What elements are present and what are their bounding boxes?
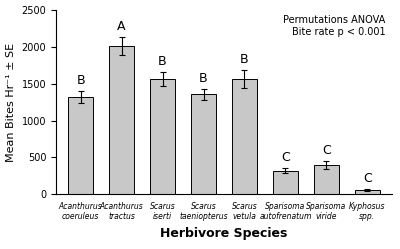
Bar: [355, 190, 380, 194]
Y-axis label: Mean Bites Hr⁻¹ ± SE: Mean Bites Hr⁻¹ ± SE: [6, 43, 16, 162]
Text: B: B: [76, 74, 85, 87]
Bar: [109, 46, 134, 194]
Text: B: B: [199, 72, 208, 85]
Text: Permutations ANOVA
Bite rate p < 0.001: Permutations ANOVA Bite rate p < 0.001: [283, 15, 385, 37]
Text: C: C: [281, 151, 290, 164]
Bar: [150, 79, 175, 194]
Text: B: B: [158, 55, 167, 68]
Text: C: C: [363, 172, 372, 185]
Bar: [273, 171, 298, 194]
Bar: [191, 94, 216, 194]
Text: C: C: [322, 144, 331, 157]
Text: B: B: [240, 53, 249, 66]
Text: A: A: [117, 20, 126, 33]
Bar: [232, 79, 257, 194]
X-axis label: Herbivore Species: Herbivore Species: [160, 227, 288, 240]
Bar: [314, 165, 339, 194]
Bar: [68, 97, 93, 194]
